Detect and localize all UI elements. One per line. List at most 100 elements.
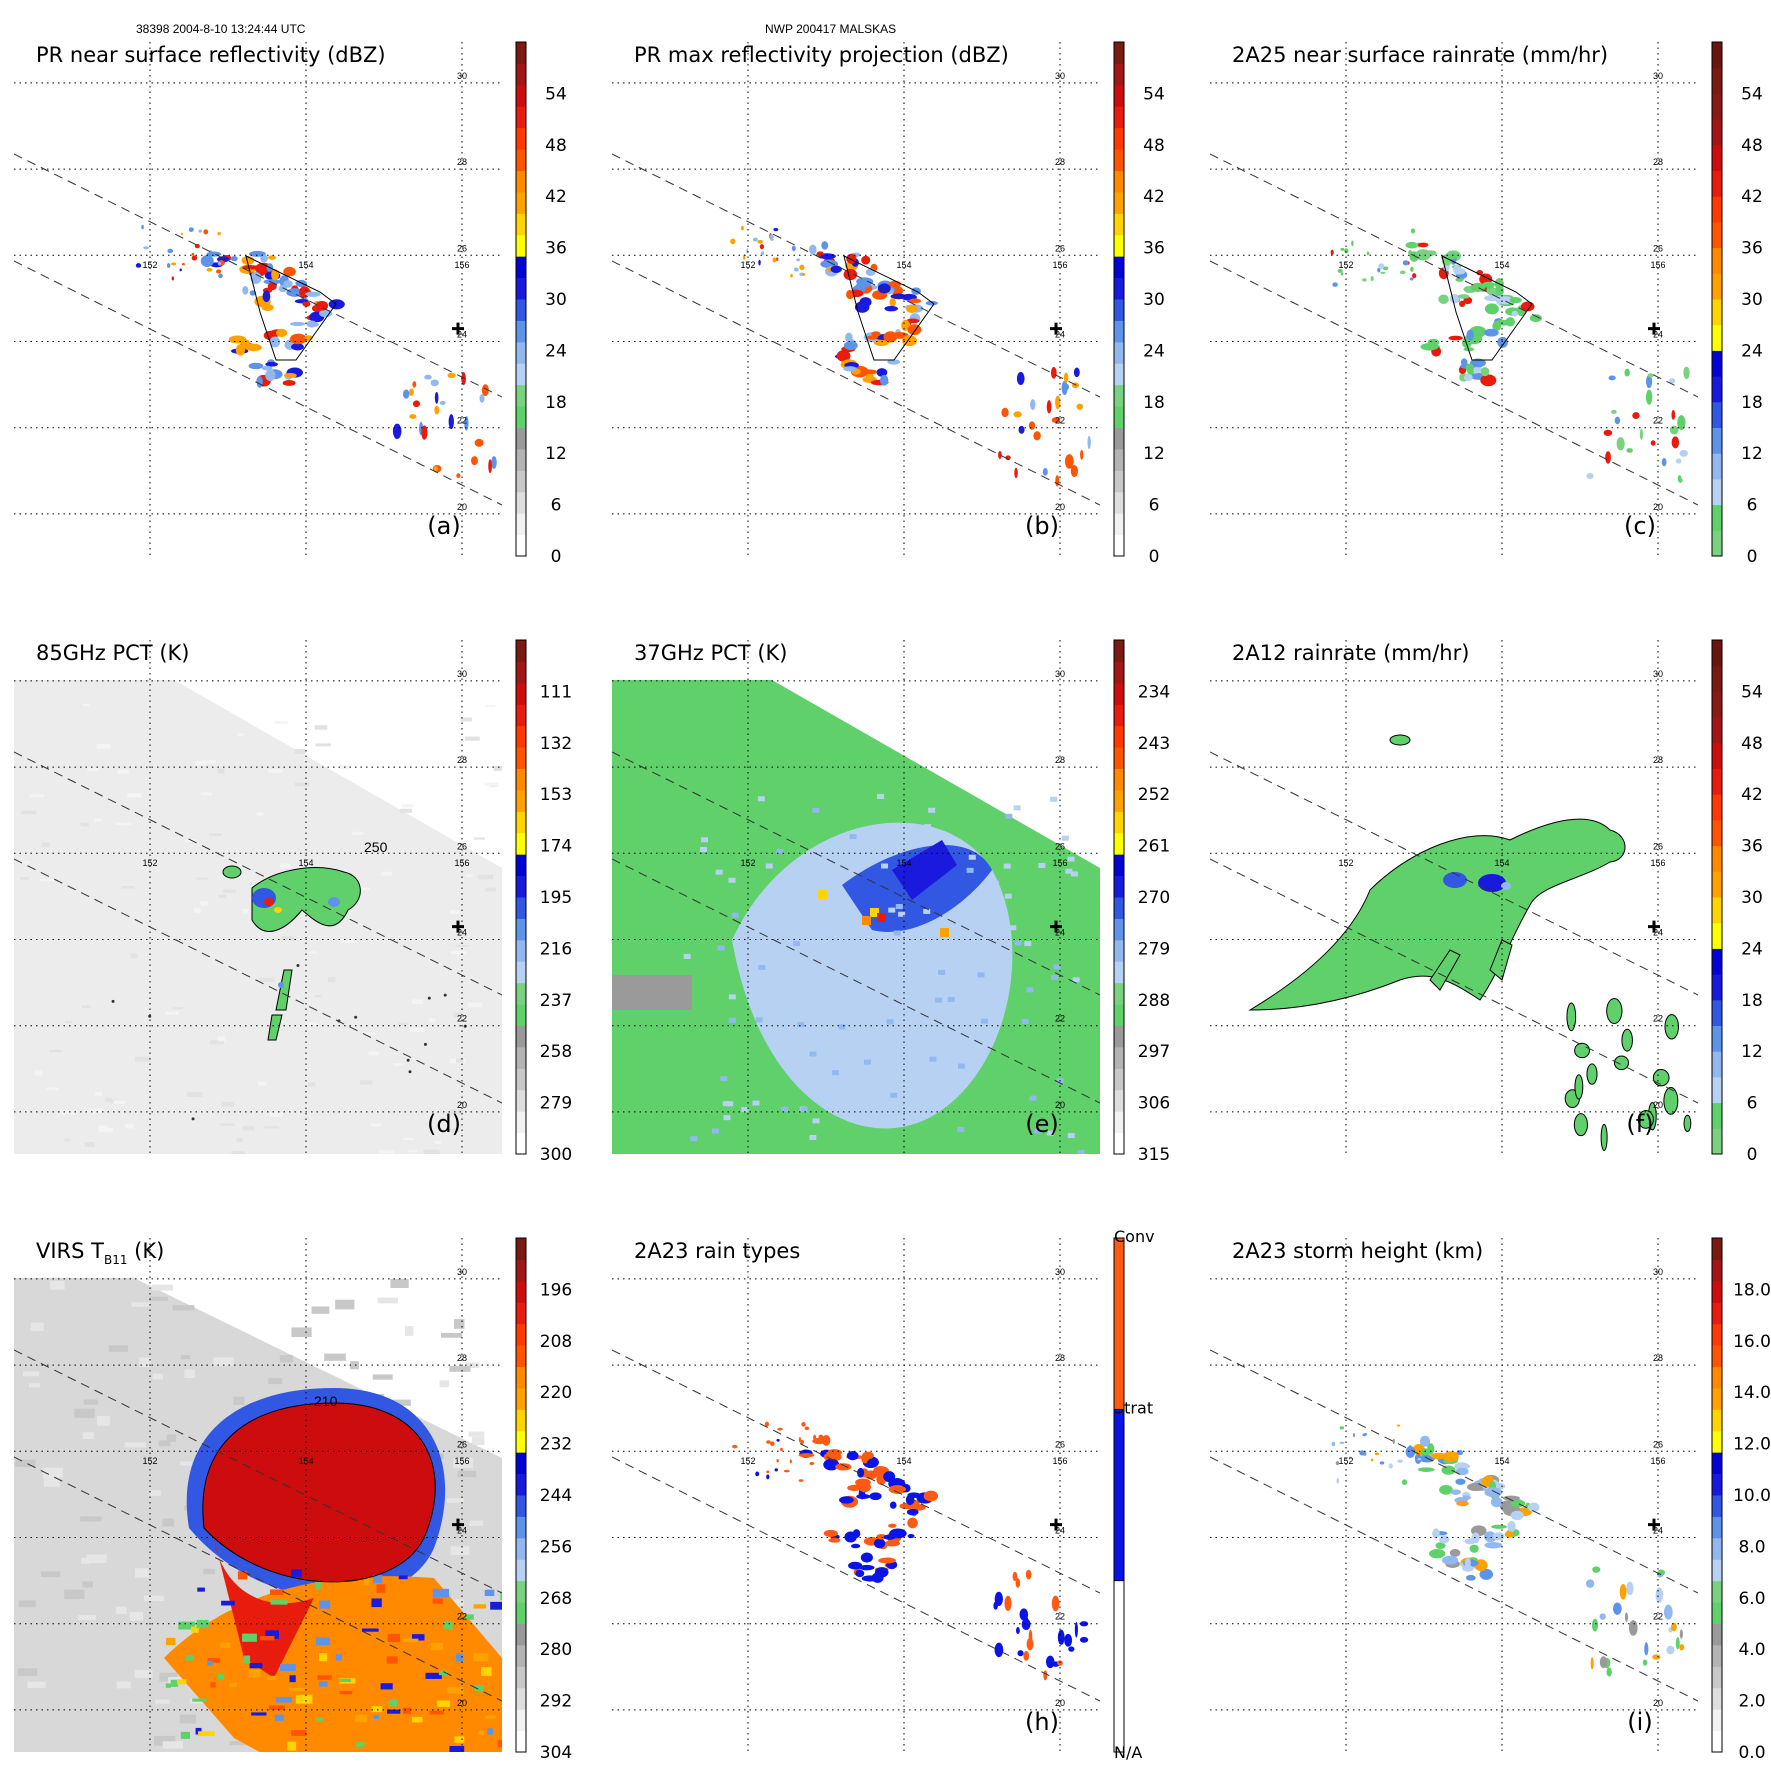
colorbar-segment bbox=[516, 640, 526, 662]
rain-cell bbox=[217, 261, 222, 266]
rain-cell bbox=[1417, 1458, 1422, 1461]
colorbar-frame bbox=[1711, 41, 1723, 557]
lon-tick-label: 152 bbox=[740, 858, 755, 868]
texture-cell bbox=[46, 1087, 59, 1091]
rain-cell bbox=[755, 1471, 760, 1477]
rain-area bbox=[1429, 949, 1461, 991]
texture-cell bbox=[793, 941, 801, 947]
rain-cell bbox=[1510, 1510, 1524, 1521]
colorbar-segment bbox=[516, 1559, 526, 1582]
texture-cell bbox=[287, 1741, 297, 1751]
rain-cell bbox=[1621, 1028, 1633, 1052]
colorbar-tick-label: 297 bbox=[1138, 1042, 1170, 1062]
texture-cell bbox=[1070, 871, 1078, 877]
rain-cell bbox=[879, 374, 889, 386]
rain-cell bbox=[1063, 383, 1070, 391]
rain-cell bbox=[1340, 272, 1344, 276]
rain-cell bbox=[860, 1552, 873, 1563]
texture-cell bbox=[82, 1432, 94, 1440]
texture-cell bbox=[237, 1571, 248, 1580]
rain-cell bbox=[859, 1564, 875, 1571]
lon-tick-label: 152 bbox=[142, 858, 157, 868]
colorbar-tick-label: 6 bbox=[1747, 1094, 1758, 1114]
rain-cell bbox=[278, 284, 288, 293]
rain-cell bbox=[848, 1561, 863, 1570]
texture-cell bbox=[166, 1434, 177, 1442]
colorbar-tick-label: 280 bbox=[540, 1640, 572, 1660]
panel-letter: (i) bbox=[1627, 1708, 1652, 1736]
texture-cell bbox=[80, 822, 89, 827]
colorbar-segment bbox=[1712, 717, 1722, 744]
swath-edge-south bbox=[14, 1456, 502, 1702]
rain-cell bbox=[818, 1434, 824, 1440]
texture-cell bbox=[361, 1628, 379, 1632]
colorbar-b: 0 6 12 18 24 30 36 42 48 54 bbox=[1113, 41, 1165, 567]
contour-label: 250 bbox=[364, 839, 388, 855]
rain-cell bbox=[1480, 374, 1497, 387]
texture-cell bbox=[404, 1326, 414, 1336]
rain-cell bbox=[1005, 455, 1011, 461]
texture-cell bbox=[268, 768, 283, 773]
colorbar-tick-label: 24 bbox=[1741, 341, 1763, 361]
texture-cell bbox=[315, 1637, 331, 1646]
rain-cell bbox=[305, 291, 321, 297]
texture-cell bbox=[158, 1440, 171, 1447]
colorbar-tick-label: 14.0 bbox=[1733, 1383, 1771, 1403]
rain-cell bbox=[1087, 435, 1091, 450]
rain-cell bbox=[873, 1465, 886, 1475]
lat-tick-label: 20 bbox=[1653, 1100, 1663, 1110]
colorbar-segment bbox=[1712, 794, 1722, 821]
texture-cell bbox=[779, 964, 787, 970]
rain-cell bbox=[1671, 409, 1676, 420]
texture-cell bbox=[307, 1022, 318, 1027]
colorbar-tick-label: 0 bbox=[1149, 547, 1160, 567]
texture-cell bbox=[456, 1058, 464, 1063]
texture-cell bbox=[242, 1125, 255, 1131]
warm-patch bbox=[612, 975, 692, 1010]
rain-cell bbox=[1351, 240, 1354, 247]
colorbar-segment bbox=[516, 1132, 526, 1155]
texture-cell bbox=[402, 1707, 411, 1714]
panel-letter: (c) bbox=[1624, 512, 1656, 540]
texture-cell bbox=[450, 1546, 470, 1556]
lat-tick-label: 24 bbox=[457, 928, 467, 938]
swath-edge-north bbox=[14, 751, 502, 996]
texture-cell bbox=[125, 1123, 134, 1129]
lon-tick-label: 150 bbox=[1182, 1456, 1197, 1466]
rain-cell bbox=[1079, 1621, 1089, 1627]
colorbar-f: 0 6 12 18 24 30 36 42 48 54 bbox=[1711, 639, 1763, 1165]
texture-cell bbox=[411, 1716, 423, 1723]
storm-center-marker bbox=[1648, 920, 1660, 933]
texture-cell bbox=[386, 1709, 401, 1714]
colorbar-segment bbox=[1114, 127, 1124, 150]
colorbar-segment bbox=[1712, 1602, 1722, 1624]
texture-cell bbox=[198, 1731, 215, 1737]
texture-cell bbox=[49, 1281, 65, 1290]
colorbar-segment bbox=[516, 1709, 526, 1732]
texture-cell bbox=[207, 1658, 220, 1663]
lat-tick-label: 20 bbox=[1055, 1698, 1065, 1708]
colorbar-segment bbox=[1114, 832, 1124, 855]
rain-cell bbox=[261, 365, 273, 371]
texture-cell bbox=[257, 1758, 268, 1762]
contour-label: 210 bbox=[314, 1393, 338, 1409]
rain-cell bbox=[1462, 1495, 1471, 1500]
colorbar-segment bbox=[1712, 1323, 1722, 1346]
rain-cell bbox=[1624, 1612, 1629, 1622]
texture-cell bbox=[96, 743, 111, 749]
lat-tick-label: 30 bbox=[1653, 71, 1663, 81]
rain-cell bbox=[828, 1537, 841, 1543]
texture-cell bbox=[242, 1633, 257, 1642]
rain-cell bbox=[776, 1438, 780, 1442]
colorbar-segment bbox=[1712, 119, 1722, 146]
texture-cell bbox=[928, 807, 936, 813]
rain-cell bbox=[111, 999, 115, 1003]
storm-center-marker bbox=[1050, 322, 1062, 335]
rain-cell bbox=[901, 319, 910, 331]
rain-cell bbox=[269, 336, 281, 348]
rain-cell bbox=[1646, 375, 1653, 389]
colorbar-tick-label: 252 bbox=[1138, 785, 1170, 805]
lat-tick-label: 28 bbox=[1055, 157, 1065, 167]
texture-cell bbox=[291, 1730, 307, 1736]
colorbar-segment bbox=[1712, 273, 1722, 300]
